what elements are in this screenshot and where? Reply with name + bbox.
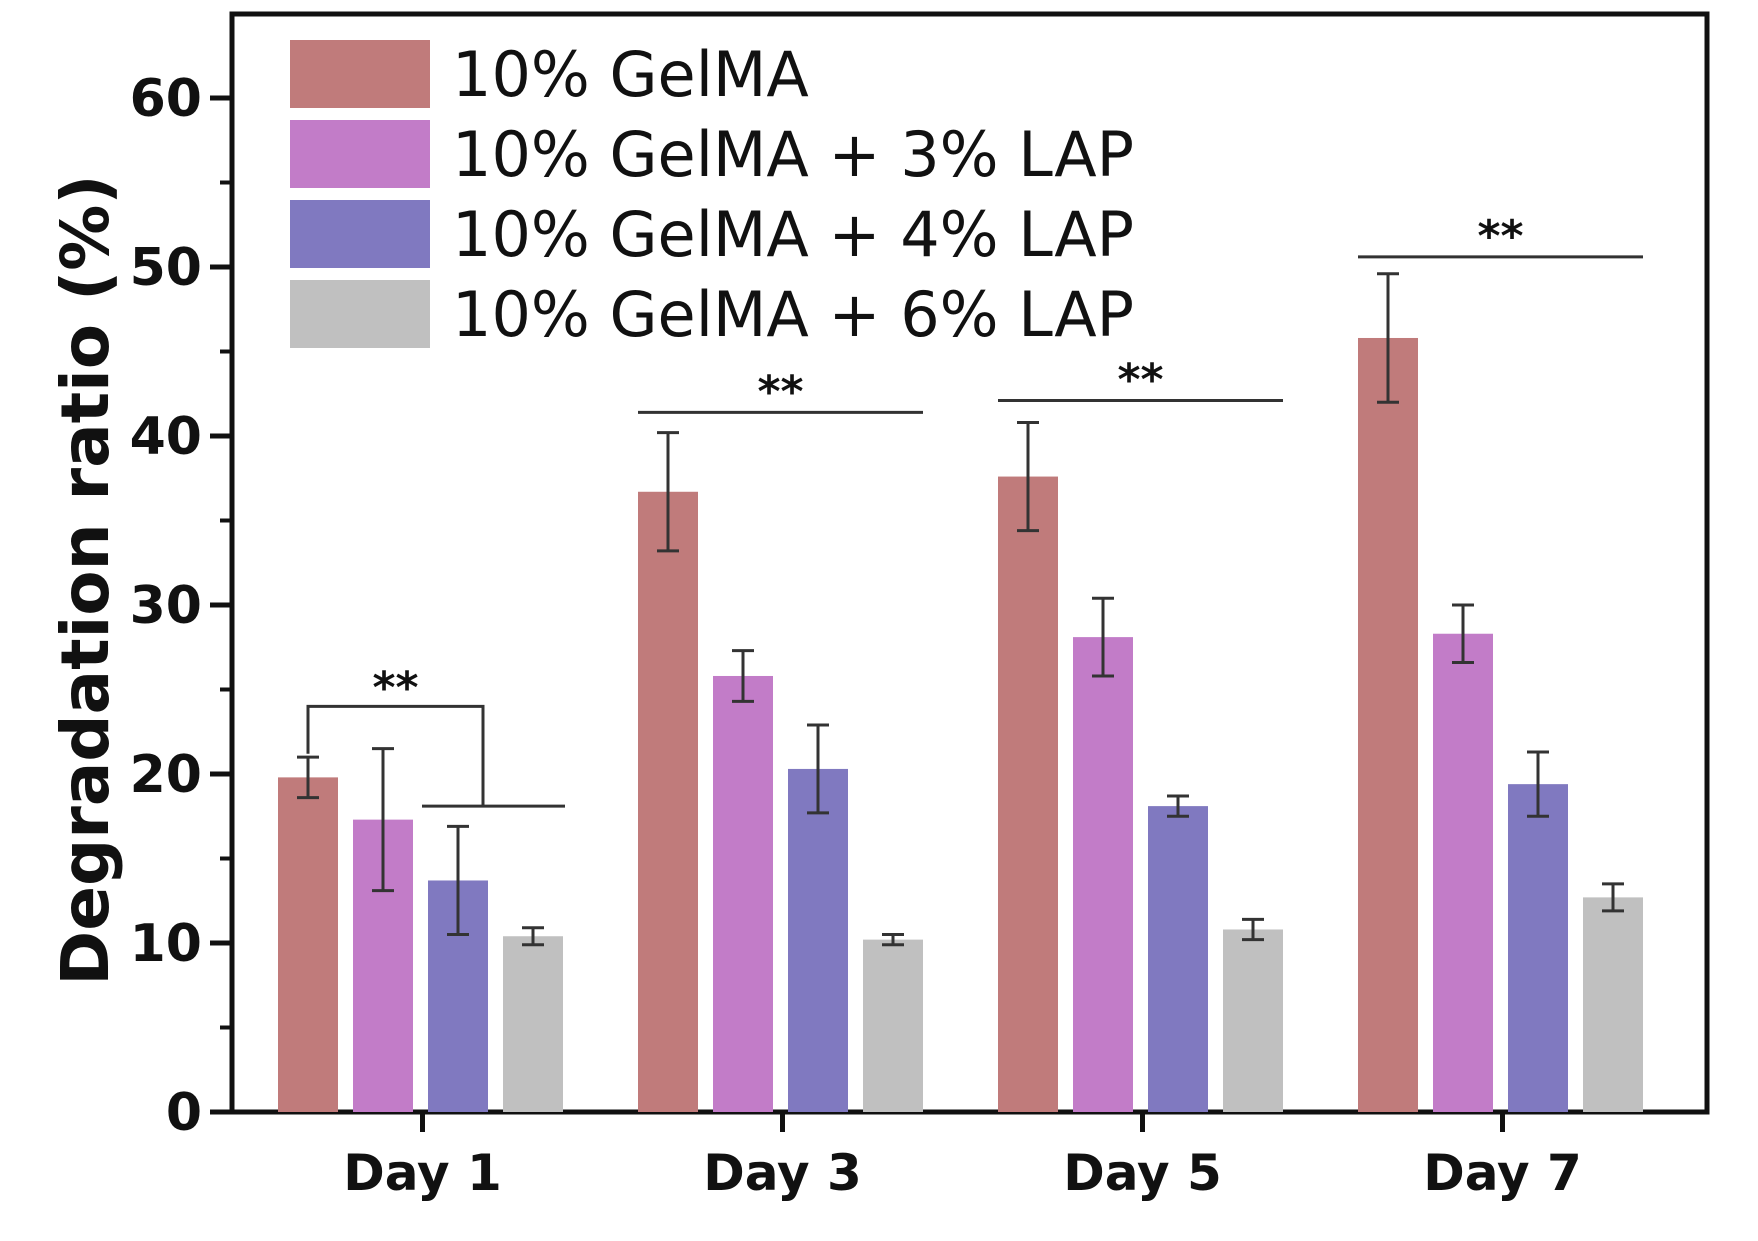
legend-label: 10% GelMA + 3% LAP — [452, 118, 1134, 191]
legend-label: 10% GelMA — [452, 38, 809, 111]
bar-3-day-3 — [788, 768, 848, 1112]
x-category-label: Day 7 — [1423, 1144, 1582, 1202]
bar-1-day-7 — [1358, 337, 1418, 1113]
significance-marker: ** — [372, 662, 418, 713]
bar-1-day-1 — [278, 777, 338, 1112]
y-axis-title: Degradation ratio (%) — [47, 174, 124, 985]
legend-label: 10% GelMA + 6% LAP — [452, 278, 1134, 351]
bar-1-day-3 — [638, 491, 698, 1112]
legend-label: 10% GelMA + 4% LAP — [452, 198, 1134, 271]
bar-4-day-7 — [1583, 897, 1643, 1112]
legend-swatch — [290, 200, 430, 268]
x-category-label: Day 5 — [1063, 1144, 1222, 1202]
legend-swatch — [290, 40, 430, 108]
bar-3-day-7 — [1508, 784, 1568, 1112]
y-tick-label: 10 — [130, 914, 202, 974]
y-tick-label: 60 — [130, 69, 202, 129]
y-tick-label: 0 — [166, 1083, 202, 1143]
bar-3-day-5 — [1148, 806, 1208, 1112]
legend-swatch — [290, 280, 430, 348]
plot-frame — [229, 11, 1710, 1115]
bar-2-day-3 — [713, 675, 773, 1112]
y-tick-label: 20 — [130, 745, 202, 805]
bar-4-day-1 — [503, 936, 563, 1112]
bar-2-day-5 — [1073, 637, 1133, 1112]
bar-4-day-5 — [1223, 929, 1283, 1112]
y-tick-label: 30 — [130, 576, 202, 636]
bar-4-day-3 — [863, 939, 923, 1112]
significance-marker: ** — [757, 366, 803, 417]
significance-bracket — [306, 704, 485, 807]
y-tick-label: 40 — [130, 407, 202, 467]
significance-marker: ** — [1117, 355, 1163, 406]
x-category-label: Day 1 — [343, 1144, 502, 1202]
legend-swatch — [290, 120, 430, 188]
x-category-label: Day 3 — [703, 1144, 862, 1202]
bar-1-day-5 — [998, 476, 1058, 1112]
y-tick-label: 50 — [130, 238, 202, 298]
significance-marker: ** — [1477, 211, 1523, 262]
bar-2-day-7 — [1433, 633, 1493, 1112]
